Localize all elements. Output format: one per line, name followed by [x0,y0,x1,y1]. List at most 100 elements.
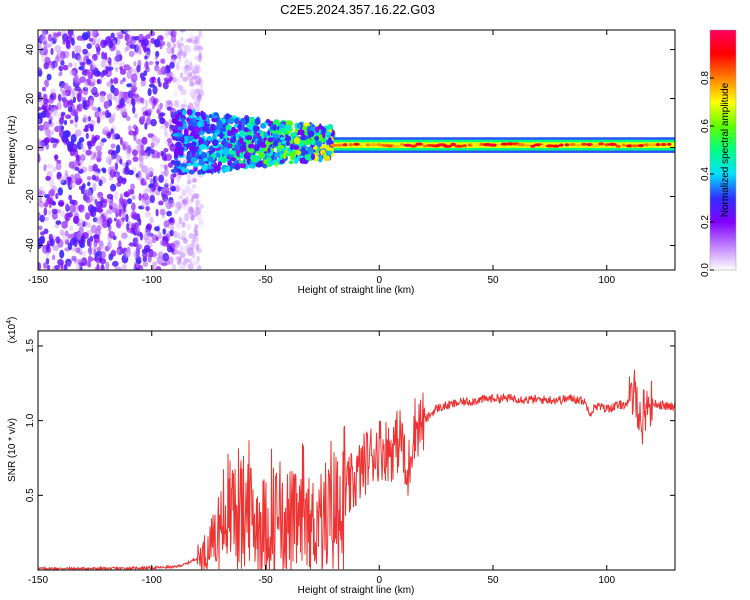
heatmap-cell [156,137,160,144]
heatmap-cell [150,251,157,258]
heatmap-cell [82,86,88,91]
heatmap-cell [67,85,72,94]
heatmap-cell [210,123,216,132]
heatmap-cell [91,87,97,94]
colorbar-tick-label: 0.4 [700,167,711,181]
snr-y-tick-label: 0.5 [25,488,36,502]
heatmap-cell [40,35,48,43]
heatmap-cell [105,65,109,75]
heatmap-band-cell [559,143,564,147]
heatmap-cell [174,209,178,215]
heatmap-cell [123,94,128,102]
heatmap-cell [87,141,92,150]
heatmap-cell [193,89,201,95]
heatmap-cell [188,63,194,72]
heatmap-cell [98,206,103,214]
heatmap-cell [181,98,186,104]
heatmap-cell [164,198,169,206]
heatmap-cell [69,204,76,213]
heatmap-cell [181,221,186,228]
heatmap-cell [77,204,85,211]
heatmap-cell [122,144,127,151]
heatmap-cell [173,240,181,245]
heatmap-cell [47,210,52,216]
heatmap-x-tick-label: 50 [487,275,499,286]
heatmap-band-cell [335,143,344,147]
heatmap-cell [152,261,158,267]
heatmap-cell [69,98,74,108]
heatmap-cell [176,51,182,59]
heatmap-cell [154,226,160,232]
heatmap-cell [182,261,187,266]
heatmap-cell [192,39,198,45]
heatmap-cell [73,215,79,224]
heatmap-cell [189,32,194,39]
heatmap-cell [197,93,202,102]
heatmap-cell [80,141,85,149]
heatmap-cell [106,217,113,225]
heatmap-cell [249,118,255,122]
heatmap-cell [122,111,128,116]
heatmap-cell [325,131,332,136]
heatmap-cell [43,202,49,208]
heatmap-cell [78,250,83,256]
heatmap-cell [315,141,319,146]
heatmap-cell [188,258,193,264]
heatmap-cell [206,135,212,142]
heatmap-cell [115,98,120,106]
heatmap-cell [208,161,212,167]
heatmap-cell [178,195,184,200]
heatmap-band-cell [442,144,453,148]
heatmap-cell [184,64,189,70]
heatmap-cell [141,97,145,106]
heatmap-band-cell [580,142,588,146]
heatmap-cell [161,152,167,161]
heatmap-cell [146,223,153,230]
heatmap-cell [267,147,271,154]
heatmap-band-cell [576,143,581,147]
heatmap-cell [46,110,50,117]
heatmap-cell [58,199,65,207]
heatmap-cell [144,55,148,60]
heatmap-cell [128,130,135,136]
heatmap-cell [46,196,54,204]
heatmap-cell [67,176,71,186]
heatmap-cell [147,113,151,119]
heatmap-cell [47,33,53,42]
heatmap-cell [100,39,107,49]
heatmap-cell [176,168,182,173]
colorbar-tick-label: 0.8 [700,71,711,85]
heatmap-cell [157,77,161,84]
heatmap-cell [247,148,255,153]
heatmap-cell [194,224,199,230]
heatmap-cell [171,186,176,192]
heatmap-cell [163,220,170,228]
heatmap-cell [45,257,50,265]
heatmap-cell [48,119,52,125]
heatmap-cell [170,168,179,173]
heatmap-cell [322,144,328,149]
heatmap-cell [106,66,114,71]
heatmap-cell [255,162,263,168]
heatmap-cell [159,43,163,50]
heatmap-cell [43,262,47,269]
heatmap-cell [133,113,138,119]
heatmap-cell [99,94,105,103]
heatmap-cell [121,232,128,239]
heatmap-cell [223,137,227,145]
heatmap-cell [189,77,194,83]
heatmap-cell [101,51,105,60]
heatmap-cell [64,213,71,222]
heatmap-cell [85,212,91,221]
heatmap-cell [221,156,227,164]
heatmap-cell [174,99,180,108]
heatmap-cell [203,140,209,145]
heatmap-x-tick-label: -150 [28,275,48,286]
heatmap-cell [314,135,320,141]
heatmap-cell [98,216,104,225]
heatmap-cell [162,228,166,235]
heatmap-cell [213,166,218,173]
heatmap-cell [134,126,139,135]
colorbar-label: Normalized spectral amplitude [720,82,731,217]
heatmap-cell [85,189,93,198]
